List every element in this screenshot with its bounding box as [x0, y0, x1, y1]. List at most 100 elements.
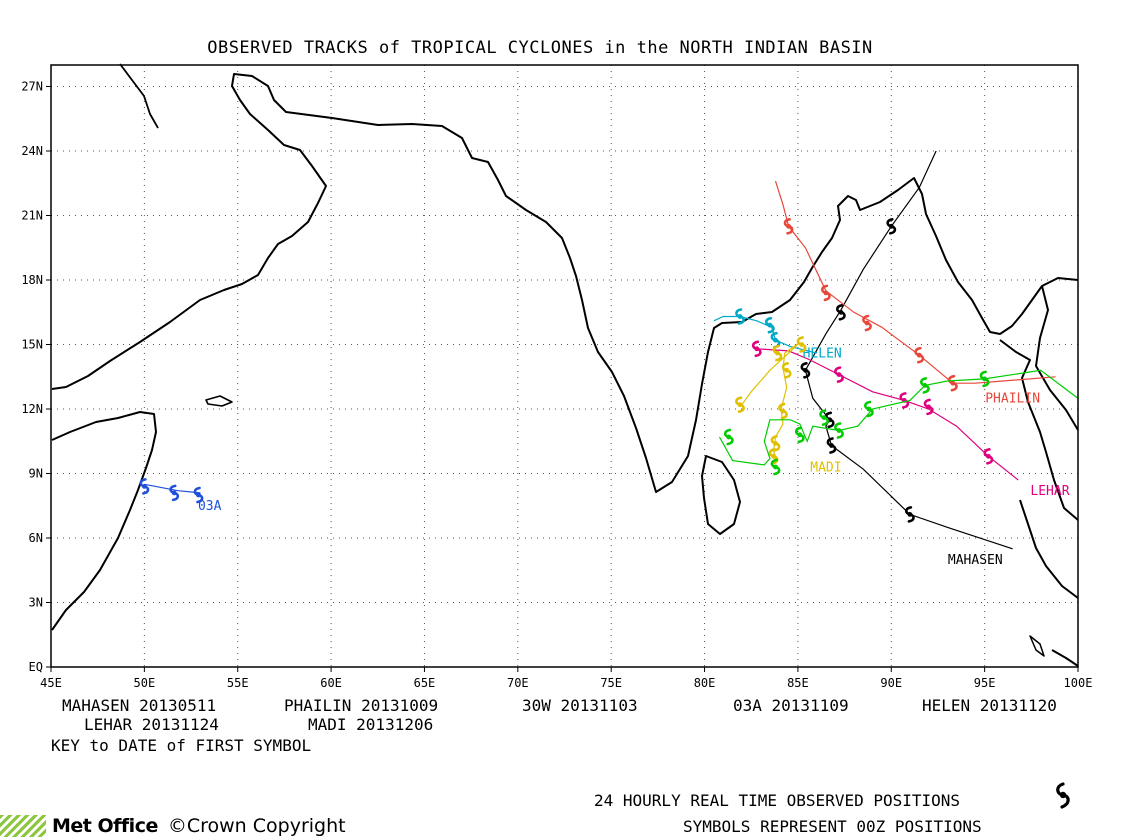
- coast-red-sea: [119, 63, 159, 129]
- cyclone-symbol-30w: [834, 422, 844, 439]
- y-tick-label: 6N: [29, 531, 43, 545]
- cyclone-symbol-30w: [979, 370, 990, 388]
- storm-phailin: PHAILIN: [774, 180, 1056, 407]
- cyclone-symbol-madi: [735, 396, 745, 414]
- cyclone-symbol-madi: [770, 435, 781, 452]
- cyclone-symbol-lehar: [834, 366, 844, 383]
- x-tick-label: 55E: [227, 676, 249, 690]
- coast-andaman: [1029, 635, 1045, 657]
- storm-helen: HELEN: [713, 308, 842, 361]
- met-office-logo-icon: [0, 815, 46, 837]
- key-phailin: PHAILIN 20131009: [284, 696, 439, 715]
- cyclone-symbol-mahasen: [904, 506, 915, 523]
- storm-tracks: MAHASEN PHAILIN LEHAR HELEN MADI 03A: [139, 150, 1078, 568]
- cyclone-symbol-lehar: [899, 392, 910, 409]
- coast-sumatra: [1051, 649, 1079, 667]
- cyclone-symbol-phailin: [914, 346, 925, 364]
- coastlines: [51, 63, 1079, 667]
- storm-label-helen: HELEN: [803, 346, 842, 361]
- axis-ticks: 45E 50E 55E 60E 65E 70E 75E 80E 85E 90E 95E 100E EQ 3…: [21, 80, 1092, 691]
- x-tick-label: 80E: [694, 676, 716, 690]
- map-frame: [50, 64, 1079, 668]
- y-tick-label: 27N: [21, 80, 43, 94]
- cyclone-symbol-helen: [764, 316, 775, 334]
- track-line-03a: [144, 483, 201, 494]
- coast-asia: [51, 73, 1079, 493]
- footer-positions-note: 24 HOURLY REAL TIME OBSERVED POSITIONS: [594, 791, 961, 810]
- copyright-text: ©Crown Copyright: [167, 815, 346, 837]
- cyclone-symbol-03a: [193, 486, 204, 504]
- y-tick-label: 12N: [21, 402, 43, 416]
- map-title: OBSERVED TRACKS of TROPICAL CYCLONES in …: [207, 38, 873, 58]
- cyclone-symbol-madi: [772, 344, 783, 362]
- footer-symbols-note: SYMBOLS REPRESENT 00Z POSITIONS: [683, 817, 982, 836]
- cyclone-symbol-mahasen: [826, 437, 837, 454]
- x-tick-label: 65E: [414, 676, 436, 690]
- cyclone-symbol-lehar: [983, 447, 994, 465]
- cyclone-symbol-madi: [768, 447, 779, 465]
- y-tick-label: 3N: [29, 596, 43, 610]
- storm-label-lehar: LEHAR: [1030, 484, 1069, 499]
- storm-mahasen: MAHASEN: [800, 150, 1013, 568]
- storm-label-phailin: PHAILIN: [985, 392, 1040, 407]
- coast-sri-lanka: [701, 455, 741, 535]
- coast-socotra: [205, 395, 233, 407]
- cyclone-symbol-03a: [139, 478, 150, 495]
- y-tick-label: EQ: [29, 660, 43, 674]
- y-tick-label: 21N: [21, 209, 43, 223]
- y-tick-label: 9N: [29, 467, 43, 481]
- key-helen: HELEN 20131120: [922, 696, 1057, 715]
- track-line-phailin: [774, 180, 1056, 384]
- cyclone-symbol-madi: [796, 336, 807, 353]
- y-tick-label: 15N: [21, 338, 43, 352]
- cyclone-symbol-30w: [794, 426, 805, 444]
- x-tick-label: 100E: [1064, 676, 1093, 690]
- met-office-brand: Met Office ©Crown Copyright: [0, 812, 346, 840]
- cyclone-symbol-30w: [863, 400, 874, 418]
- cyclone-symbol-madi: [781, 361, 792, 379]
- cyclone-symbol-phailin: [947, 374, 958, 392]
- key-03a: 03A 20131109: [733, 696, 849, 715]
- cyclone-symbol-30w: [819, 409, 830, 426]
- cyclone-symbol-mahasen: [835, 303, 846, 321]
- track-line-lehar: [756, 348, 1019, 481]
- track-line-madi: [741, 341, 801, 463]
- cyclone-symbol-helen: [735, 308, 745, 325]
- x-tick-label: 45E: [40, 676, 62, 690]
- cyclone-symbol-30w: [770, 458, 781, 476]
- y-tick-label: 18N: [21, 273, 43, 287]
- cyclone-symbol-03a: [169, 484, 180, 502]
- cyclone-symbol-phailin: [783, 218, 794, 235]
- storm-label-03a: 03A: [198, 499, 222, 514]
- cyclone-symbol-lehar: [751, 340, 762, 358]
- graticule: [51, 65, 1078, 667]
- cyclone-symbol-30w: [919, 377, 930, 394]
- cyclone-symbol-30w: [723, 428, 734, 446]
- y-tick-label: 24N: [21, 144, 43, 158]
- cyclone-symbol-madi: [778, 402, 788, 420]
- track-line-30w: [718, 369, 1078, 466]
- key-lehar: LEHAR 20131124: [84, 715, 219, 734]
- storm-30w: [718, 369, 1078, 476]
- cyclone-symbol-icon: [1056, 782, 1070, 809]
- x-tick-label: 90E: [880, 676, 902, 690]
- storm-madi: MADI: [735, 336, 842, 475]
- coast-africa: [51, 411, 157, 631]
- track-line-mahasen: [804, 150, 1013, 550]
- cyclone-symbol-mahasen: [800, 361, 811, 379]
- storm-lehar: LEHAR: [751, 340, 1070, 499]
- cyclone-symbol-mahasen: [886, 218, 897, 235]
- storm-label-madi: MADI: [810, 460, 841, 475]
- cyclone-symbol-lehar: [923, 398, 934, 416]
- key-30w: 30W 20131103: [522, 696, 638, 715]
- key-madi: MADI 20131206: [308, 715, 434, 734]
- x-tick-label: 60E: [320, 676, 342, 690]
- x-tick-label: 70E: [507, 676, 529, 690]
- key-caption: KEY to DATE of FIRST SYMBOL: [51, 736, 312, 755]
- x-tick-label: 75E: [600, 676, 622, 690]
- storm-03a: 03A: [139, 478, 222, 514]
- key-mahasen: MAHASEN 20130511: [62, 696, 217, 715]
- x-tick-label: 85E: [787, 676, 809, 690]
- track-line-helen: [713, 315, 817, 354]
